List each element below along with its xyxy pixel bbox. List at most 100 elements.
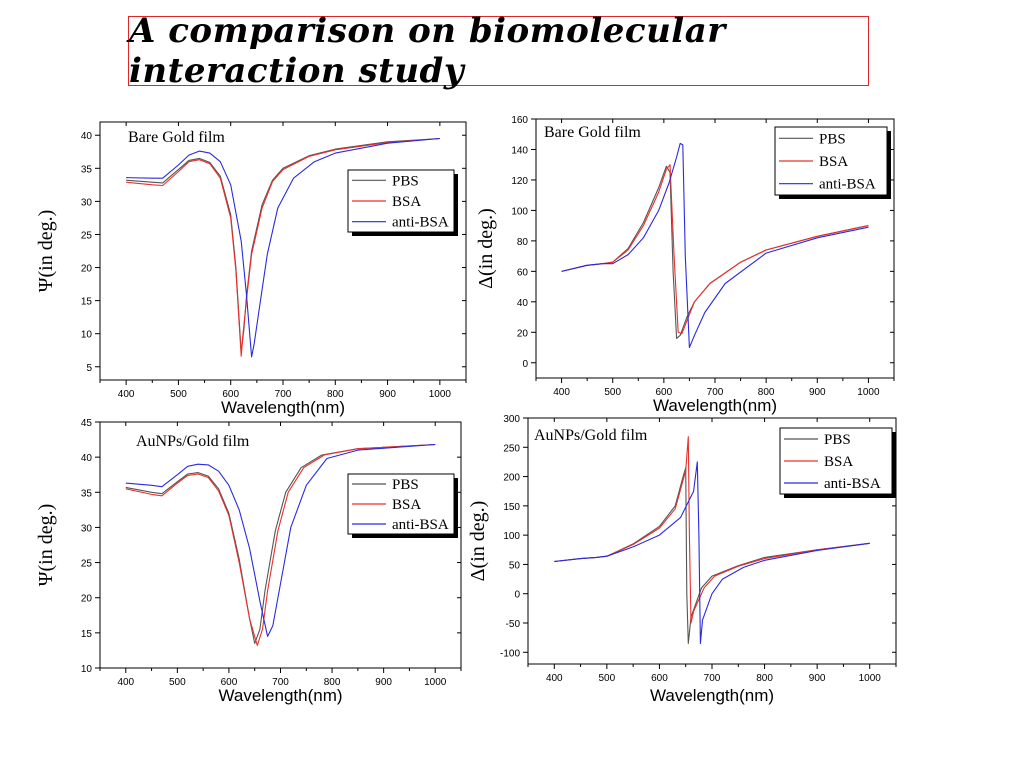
x-tick-label: 700 [704, 673, 721, 684]
x-tick-label: 1000 [429, 389, 452, 400]
panel-annotation: AuNPs/Gold film [534, 427, 648, 444]
y-tick-label: 200 [503, 473, 520, 484]
y-tick-label: 0 [522, 359, 528, 370]
x-tick-label: 700 [275, 389, 292, 400]
legend-label-anti-bsa: anti-BSA [392, 517, 449, 533]
panel-annotation: AuNPs/Gold film [136, 433, 250, 450]
x-tick-label: 600 [651, 673, 668, 684]
series-line-bsa [561, 164, 869, 335]
series-line-anti-bsa [561, 142, 869, 349]
legend-label-bsa: BSA [819, 154, 848, 170]
series-line-anti-bsa [126, 137, 440, 358]
y-tick-label: 30 [81, 197, 93, 208]
x-tick-label: 800 [327, 389, 344, 400]
legend-label-pbs: PBS [819, 131, 846, 147]
series-line-anti-bsa [125, 443, 436, 637]
y-tick-label: 100 [511, 206, 528, 217]
y-tick-label: 20 [81, 264, 93, 275]
chart-panel-1: 400 500 600 700 800 900 1000 5 10 15 20 25 30 35 40 Wav… [35, 121, 467, 417]
plot-frame [99, 121, 467, 381]
legend-label-bsa: BSA [392, 497, 421, 513]
y-tick-label: 25 [81, 559, 93, 570]
y-tick-label: 15 [81, 629, 93, 640]
y-tick-label: 160 [511, 115, 528, 126]
legend-label-bsa: BSA [824, 454, 853, 470]
y-tick-label: -100 [500, 648, 520, 659]
panel-annotation: Bare Gold film [544, 124, 641, 141]
y-tick-label: 20 [517, 328, 529, 339]
x-tick-label: 800 [756, 673, 773, 684]
y-tick-label: 40 [81, 453, 93, 464]
legend-label-bsa: BSA [392, 194, 421, 210]
x-tick-label: 600 [221, 677, 238, 688]
x-axis-label: Wavelength(nm) [650, 686, 774, 705]
legend-label-anti-bsa: anti-BSA [392, 215, 449, 231]
x-tick-label: 500 [604, 387, 621, 398]
x-tick-label: 900 [809, 387, 826, 398]
y-tick-label: 300 [503, 414, 520, 425]
x-tick-label: 1000 [859, 673, 882, 684]
y-tick-label: 5 [86, 363, 92, 374]
chart-panel-3: 400 500 600 700 800 900 1000 10 15 20 25 30 35 40 45 Wa… [35, 418, 462, 705]
x-tick-label: 900 [379, 389, 396, 400]
x-tick-label: 900 [375, 677, 392, 688]
legend-label-pbs: PBS [824, 432, 851, 448]
y-tick-label: 15 [81, 297, 93, 308]
x-tick-label: 400 [118, 389, 135, 400]
chart-panel-4: 400 500 600 700 800 900 1000 -100 -50 0 50 100 150 20… [467, 414, 897, 705]
y-tick-label: 20 [81, 594, 93, 605]
y-tick-label: 120 [511, 176, 528, 187]
y-tick-label: 40 [81, 131, 93, 142]
x-tick-label: 500 [169, 677, 186, 688]
x-tick-label: 900 [809, 673, 826, 684]
x-tick-label: 800 [324, 677, 341, 688]
legend-label-pbs: PBS [392, 477, 419, 493]
series-line-bsa [125, 443, 436, 647]
x-tick-label: 600 [656, 387, 673, 398]
y-tick-label: 35 [81, 488, 93, 499]
series-line-bsa [126, 137, 440, 357]
legend-label-pbs: PBS [392, 173, 419, 189]
series-group [554, 436, 870, 645]
y-tick-label: 100 [503, 531, 520, 542]
chart-panel-2: 400 500 600 700 800 900 1000 0 20 40 60 80 100 120 140… [475, 115, 895, 415]
y-tick-label: 10 [81, 664, 93, 675]
y-tick-label: 30 [81, 523, 93, 534]
series-line-anti-bsa [554, 461, 870, 645]
y-tick-label: -50 [506, 619, 521, 630]
legend-label-anti-bsa: anti-BSA [819, 177, 876, 193]
y-tick-label: 140 [511, 145, 528, 156]
x-tick-label: 400 [553, 387, 570, 398]
x-axis-label: Wavelength(nm) [218, 686, 342, 705]
y-tick-label: 25 [81, 230, 93, 241]
x-tick-label: 700 [707, 387, 724, 398]
y-tick-label: 150 [503, 502, 520, 513]
y-tick-label: 80 [517, 237, 529, 248]
x-tick-label: 1000 [424, 677, 447, 688]
panel-annotation: Bare Gold film [128, 129, 225, 146]
x-axis-label: Wavelength(nm) [221, 398, 345, 417]
y-axis-label: Ψ(in deg.) [35, 504, 57, 587]
x-tick-label: 400 [546, 673, 563, 684]
y-tick-label: 35 [81, 164, 93, 175]
y-axis-label: Δ(in deg.) [467, 501, 489, 582]
y-tick-label: 60 [517, 267, 529, 278]
slide-title-box: A comparison on biomolecular interaction… [128, 11, 869, 91]
series-group [125, 443, 436, 647]
series-group [126, 137, 440, 358]
slide-title: A comparison on biomolecular interaction… [129, 11, 726, 91]
x-tick-label: 500 [170, 389, 187, 400]
y-axis-label: Ψ(in deg.) [35, 210, 57, 293]
x-tick-label: 700 [272, 677, 289, 688]
x-tick-label: 600 [222, 389, 239, 400]
y-tick-label: 250 [503, 443, 520, 454]
y-tick-label: 40 [517, 298, 529, 309]
y-tick-label: 0 [514, 590, 520, 601]
x-tick-label: 400 [117, 677, 134, 688]
y-tick-label: 50 [509, 560, 521, 571]
x-tick-label: 800 [758, 387, 775, 398]
legend-label-anti-bsa: anti-BSA [824, 476, 881, 492]
plot-frame [99, 421, 462, 669]
x-tick-label: 1000 [857, 387, 880, 398]
